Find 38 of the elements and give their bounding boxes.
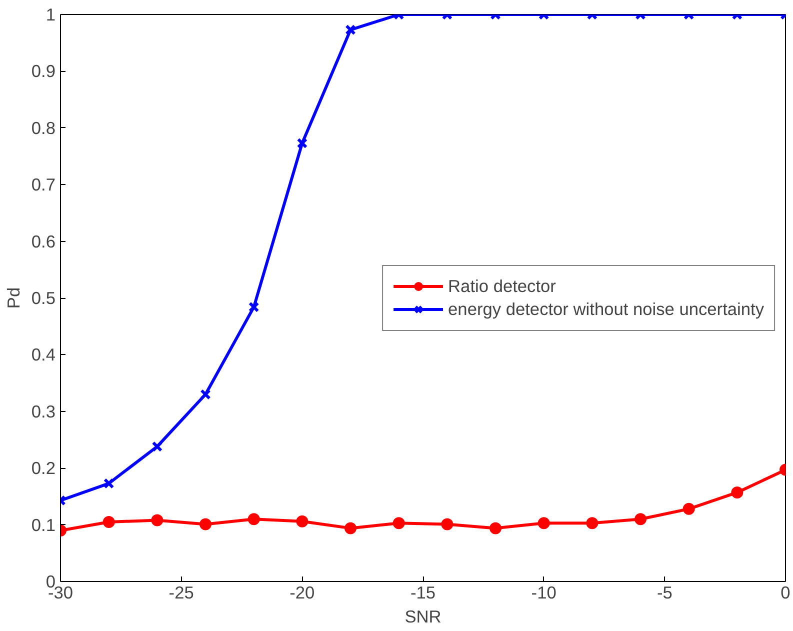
x-tick-label: 0 (780, 582, 790, 602)
x-tick-label: -10 (531, 582, 556, 602)
y-tick-label: 0.5 (31, 288, 56, 308)
legend-label: energy detector without noise uncertainty (448, 298, 764, 320)
point (152, 441, 163, 452)
point (200, 518, 212, 530)
y-tick-label: 0.6 (31, 231, 56, 252)
point (634, 513, 646, 526)
point (586, 517, 598, 530)
point (103, 478, 114, 489)
point (248, 302, 260, 312)
point (682, 502, 695, 515)
point (392, 517, 405, 530)
point (200, 389, 211, 400)
x-tick-label: -5 (656, 582, 672, 602)
legend-label: Ratio detector (448, 276, 556, 296)
x-tick-label: -15 (410, 582, 436, 602)
point (248, 513, 260, 526)
y-tick-label: 0.8 (31, 118, 56, 138)
y-tick-label: 0.9 (31, 61, 56, 82)
point (344, 522, 356, 534)
point (538, 517, 550, 530)
x-tick-label: -20 (290, 582, 315, 602)
y-tick-label: 0.3 (31, 401, 56, 422)
x-axis-title: SNR (404, 606, 442, 626)
y-tick-label: 0.2 (31, 458, 56, 478)
point (441, 518, 454, 530)
y-tick-label: 0.7 (31, 174, 56, 195)
y-axis-title: Pd (3, 287, 24, 309)
point (102, 516, 115, 528)
point (296, 515, 308, 528)
y-tick-label: 0.4 (31, 344, 56, 365)
x-tick-label: -25 (168, 582, 194, 602)
point (490, 522, 502, 534)
y-tick-label: 1 (46, 4, 56, 24)
point (731, 486, 744, 498)
y-tick-label: 0.1 (31, 514, 56, 535)
point (151, 514, 164, 526)
